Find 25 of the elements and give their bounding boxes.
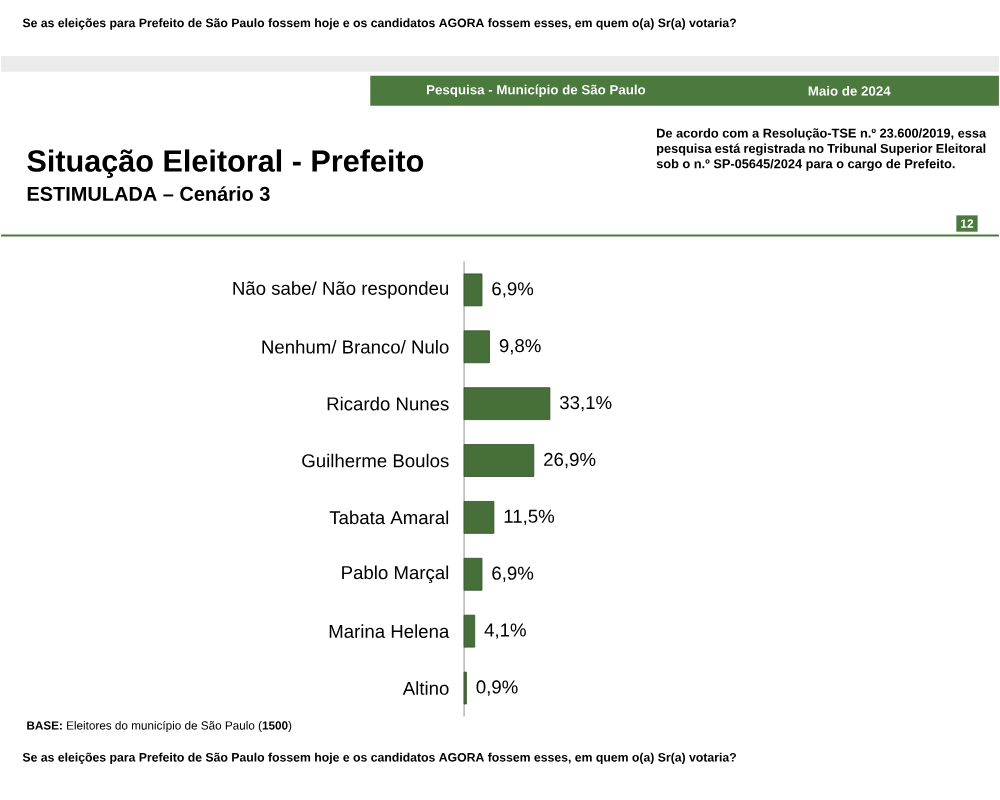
y-tick-label: Guilherme Boulos [302,453,449,468]
chart-title: Situação Eleitoral - Prefeito [27,149,424,178]
bar [463,273,483,307]
bar [463,557,483,591]
data-label: 0,9% [476,680,518,696]
data-label: 9,8% [499,338,541,355]
bar [463,614,476,648]
y-tick-label: Pablo Marçal [342,565,449,583]
bar [463,387,551,420]
y-tick-label: Tabata Amaral [329,510,449,525]
data-label: 4,1% [484,623,526,639]
y-tick-label: Ricardo Nunes [327,396,449,411]
data-label: 6,9% [492,566,534,582]
text: ESTIMULADA – Cenário 3 [27,186,270,201]
data-label: 33,1% [560,395,612,412]
y-tick-label: Marina Helena [329,624,450,638]
data-label: 6,9% [492,282,534,298]
data-label: 11,5% [504,509,555,525]
bar [463,330,490,364]
bar [463,444,535,477]
y-tick-label: Não sabe/ Não respondeu [233,281,449,299]
y-tick-label: Nenhum/ Branco/ Nulo [262,339,449,354]
data-label: 26,9% [544,452,596,469]
bar [463,500,495,534]
y-tick-label: Altino [402,681,449,695]
